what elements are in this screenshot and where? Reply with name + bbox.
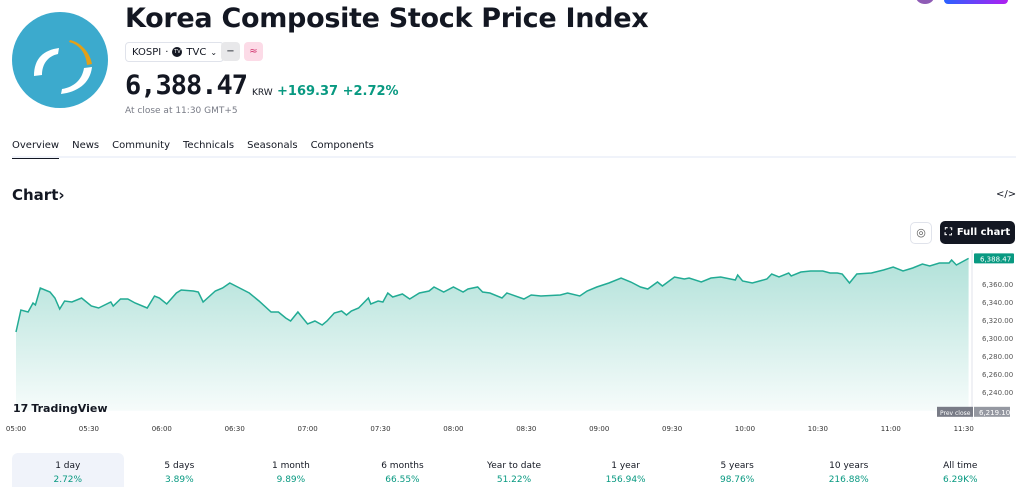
- prev-close-label: Prev close: [940, 410, 971, 417]
- brand-label: TradingView: [31, 402, 108, 415]
- x-tick-label: 06:30: [225, 425, 245, 433]
- period-label: 1 year: [611, 461, 640, 471]
- page-title: Korea Composite Stock Price Index: [125, 3, 649, 34]
- tab-news[interactable]: News: [72, 140, 100, 151]
- y-tick-label: 6,340.00: [982, 299, 1013, 307]
- tab-divider: [12, 156, 1016, 158]
- tvc-icon: TV: [172, 47, 183, 57]
- period-year-to-date[interactable]: Year to date 51.22%: [458, 453, 570, 487]
- x-tick-label: 11:30: [954, 425, 974, 433]
- tab-technicals[interactable]: Technicals: [183, 140, 235, 151]
- market-status: At close at 11:30 GMT+5: [125, 106, 238, 116]
- user-avatar[interactable]: [916, 0, 934, 4]
- period-change: 3.89%: [165, 475, 194, 485]
- price-line: [15, 257, 969, 333]
- x-tick-label: 08:00: [443, 425, 463, 433]
- tab-seasonals[interactable]: Seasonals: [247, 140, 298, 151]
- period-1-day[interactable]: 1 day 2.72%: [12, 453, 124, 487]
- x-tick-label: 08:30: [516, 425, 536, 433]
- x-tick-label: 10:30: [808, 425, 828, 433]
- period-change: 98.76%: [719, 475, 755, 485]
- tab-components[interactable]: Components: [310, 140, 374, 151]
- period-10-years[interactable]: 10 years 216.88%: [793, 453, 905, 487]
- period-change: 51.22%: [496, 475, 532, 485]
- period-label: 1 month: [272, 461, 310, 471]
- x-tick-label: 09:00: [589, 425, 609, 433]
- period-change: 66.55%: [385, 475, 420, 485]
- prev-close-badge: [937, 406, 973, 417]
- price-value: 6,388.47: [125, 70, 248, 101]
- price-change: +169.37 +2.72%: [277, 84, 399, 99]
- prev-close-value-badge: [974, 406, 1010, 417]
- camera-icon[interactable]: ◎: [910, 222, 932, 244]
- period-selector: 1 day 2.72% 5 days 3.89% 1 month 9.89% 6 month…: [12, 453, 1016, 487]
- y-tick-label: 6,320.00: [982, 317, 1013, 325]
- tab-community[interactable]: Community: [112, 140, 171, 151]
- full-chart-button[interactable]: ⛶ Full chart: [940, 221, 1015, 244]
- period-6-months[interactable]: 6 months 66.55%: [347, 453, 459, 487]
- chevron-down-icon: ⌄: [210, 47, 218, 57]
- x-tick-label: 05:30: [79, 425, 99, 433]
- change-pct: +2.72%: [342, 84, 399, 99]
- market-badge[interactable]: −: [221, 42, 240, 61]
- period-change: 2.72%: [53, 475, 83, 485]
- x-tick-label: 09:30: [662, 425, 682, 433]
- chevron-right-icon: ›: [58, 186, 65, 204]
- period-label: 5 years: [720, 461, 754, 471]
- y-tick-label: 6,300.00: [982, 335, 1013, 343]
- separator-dot: ·: [165, 46, 169, 58]
- kospi-logo: [12, 12, 108, 108]
- x-tick-label: 10:00: [735, 425, 755, 433]
- period-label: 10 years: [829, 461, 869, 471]
- y-tick-label: 6,260.00: [982, 371, 1013, 379]
- currency-label: KRW: [252, 88, 273, 98]
- area-fill: [16, 258, 969, 411]
- top-action-button[interactable]: [944, 0, 1008, 4]
- tradingview-icon: 17: [13, 402, 29, 415]
- period-1-year[interactable]: 1 year 156.94%: [570, 453, 682, 487]
- y-tick-label: 6,280.00: [982, 353, 1013, 361]
- period-label: All time: [943, 461, 978, 471]
- y-tick-label: 6,360.00: [982, 281, 1013, 289]
- y-tick-label: 6,240.00: [982, 389, 1013, 397]
- period-label: 5 days: [164, 461, 195, 471]
- period-change: 156.94%: [605, 475, 646, 485]
- chart-heading-link[interactable]: Chart›: [12, 186, 65, 204]
- period-label: 6 months: [381, 461, 424, 471]
- fullscreen-icon: ⛶: [944, 227, 952, 238]
- embed-code-icon[interactable]: </>: [996, 189, 1017, 200]
- delayed-badge[interactable]: ≈: [244, 42, 263, 61]
- x-tick-label: 06:00: [152, 425, 172, 433]
- period-label: Year to date: [486, 461, 542, 471]
- x-tick-label: 11:00: [881, 425, 901, 433]
- period-label: 1 day: [55, 461, 81, 471]
- exchange-selector[interactable]: KOSPI · TV TVC ⌄: [125, 42, 225, 62]
- prev-close-value: 6,219.10: [979, 409, 1010, 417]
- period-all-time[interactable]: All time 6.29K%: [905, 453, 1017, 487]
- period-change: 9.89%: [276, 475, 306, 485]
- period-change: 6.29K%: [943, 475, 978, 485]
- period-change: 216.88%: [828, 475, 869, 485]
- x-tick-label: 07:30: [370, 425, 390, 433]
- tab-bar: Overview News Community Technicals Seaso…: [12, 140, 374, 159]
- period-5-years[interactable]: 5 years 98.76%: [681, 453, 793, 487]
- period-1-month[interactable]: 1 month 9.89%: [235, 453, 347, 487]
- period-5-days[interactable]: 5 days 3.89%: [124, 453, 236, 487]
- exchange-label: TVC: [186, 46, 207, 58]
- change-abs: +169.37: [277, 84, 339, 99]
- last-value-badge: [974, 253, 1014, 264]
- chart-heading: Chart: [12, 186, 59, 204]
- x-tick-label: 07:00: [298, 425, 318, 433]
- symbol-label: KOSPI: [132, 46, 162, 58]
- last-value-label: 6,388.47: [980, 255, 1011, 263]
- full-chart-label: Full chart: [956, 227, 1011, 238]
- tradingview-logo[interactable]: 17 TradingView: [13, 402, 108, 415]
- x-tick-label: 05:00: [6, 425, 26, 433]
- tab-overview[interactable]: Overview: [12, 140, 60, 159]
